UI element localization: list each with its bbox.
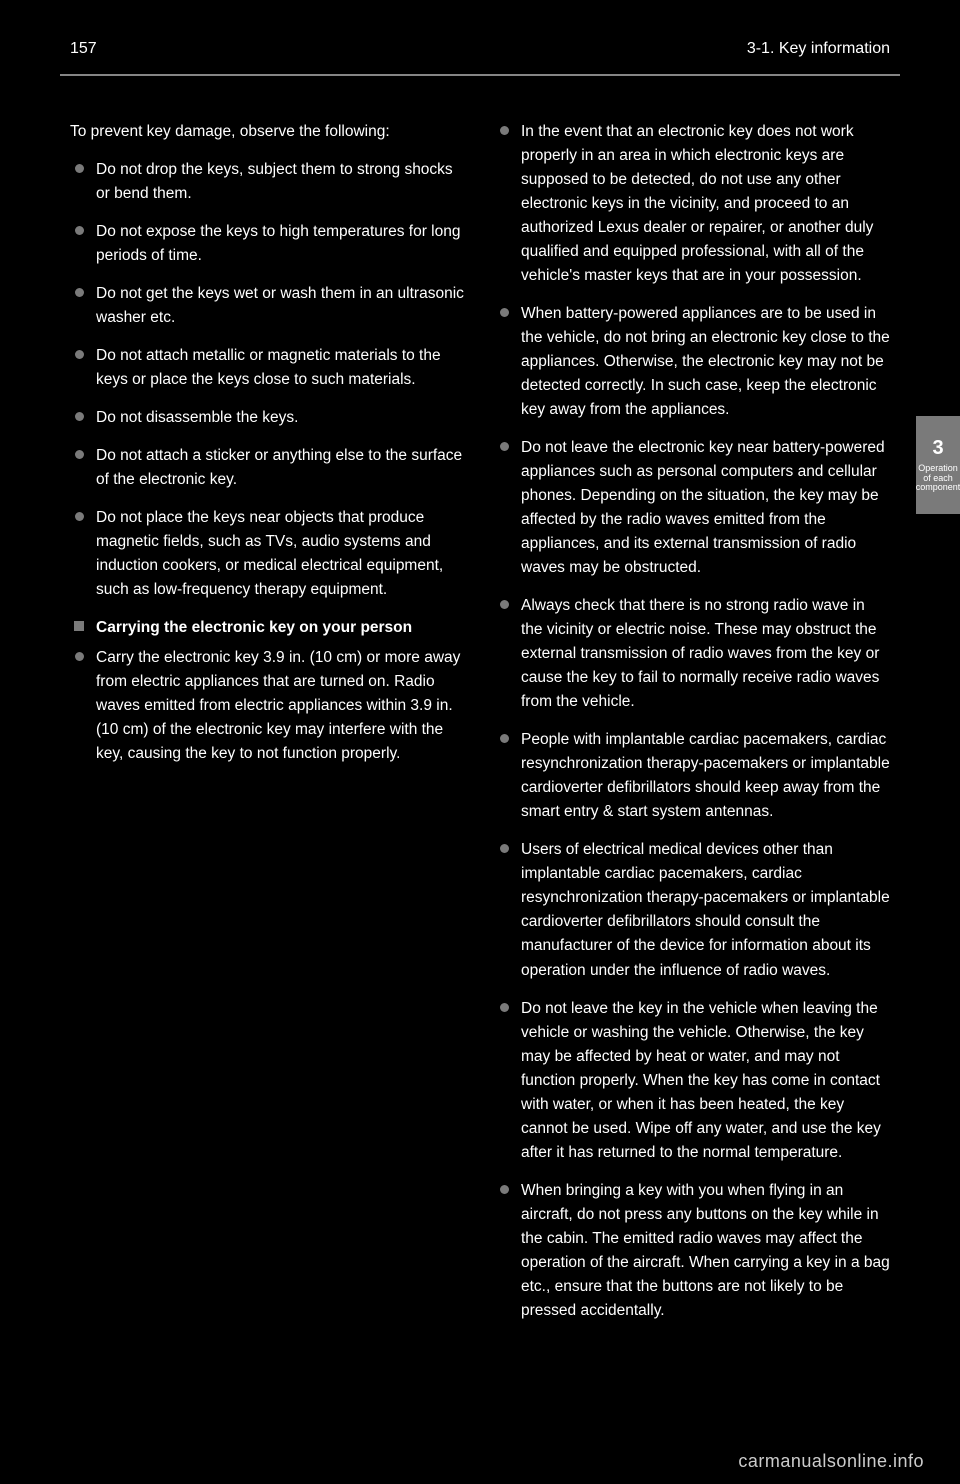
left-column: To prevent key damage, observe the follo… <box>70 120 465 1424</box>
list-item: Do not expose the keys to high temperatu… <box>70 220 465 268</box>
page-content: To prevent key damage, observe the follo… <box>70 120 890 1424</box>
list-item: Always check that there is no strong rad… <box>495 594 890 714</box>
list-item: In the event that an electronic key does… <box>495 120 890 288</box>
list-item: Do not attach a sticker or anything else… <box>70 444 465 492</box>
list-item: Do not drop the keys, subject them to st… <box>70 158 465 206</box>
page-header: 157 3-1. Key information <box>0 40 960 58</box>
chapter-number: 3 <box>932 437 943 460</box>
bullet-list-1: Do not drop the keys, subject them to st… <box>70 158 465 602</box>
list-item: Do not leave the electronic key near bat… <box>495 436 890 580</box>
list-item: Do not attach metallic or magnetic mater… <box>70 344 465 392</box>
list-item: Do not disassemble the keys. <box>70 406 465 430</box>
watermark: carmanualsonline.info <box>738 1451 924 1472</box>
square-heading: Carrying the electronic key on your pers… <box>70 616 465 640</box>
list-item: Users of electrical medical devices othe… <box>495 838 890 982</box>
chapter-label: Operation of each component <box>916 464 960 494</box>
list-item: Do not leave the key in the vehicle when… <box>495 997 890 1165</box>
list-item: Do not place the keys near objects that … <box>70 506 465 602</box>
list-item: Do not get the keys wet or wash them in … <box>70 282 465 330</box>
list-item: Carry the electronic key 3.9 in. (10 cm)… <box>70 646 465 766</box>
intro-text: To prevent key damage, observe the follo… <box>70 120 465 144</box>
bullet-list-2: Carry the electronic key 3.9 in. (10 cm)… <box>70 646 465 766</box>
list-item: People with implantable cardiac pacemake… <box>495 728 890 824</box>
bullet-list-right: In the event that an electronic key does… <box>495 120 890 1323</box>
header-divider <box>60 74 900 76</box>
list-item: When battery-powered appliances are to b… <box>495 302 890 422</box>
right-column: In the event that an electronic key does… <box>495 120 890 1424</box>
section-title: 3-1. Key information <box>747 40 890 58</box>
chapter-tab: 3 Operation of each component <box>916 416 960 514</box>
list-item: When bringing a key with you when flying… <box>495 1179 890 1323</box>
page-number: 157 <box>70 40 97 58</box>
